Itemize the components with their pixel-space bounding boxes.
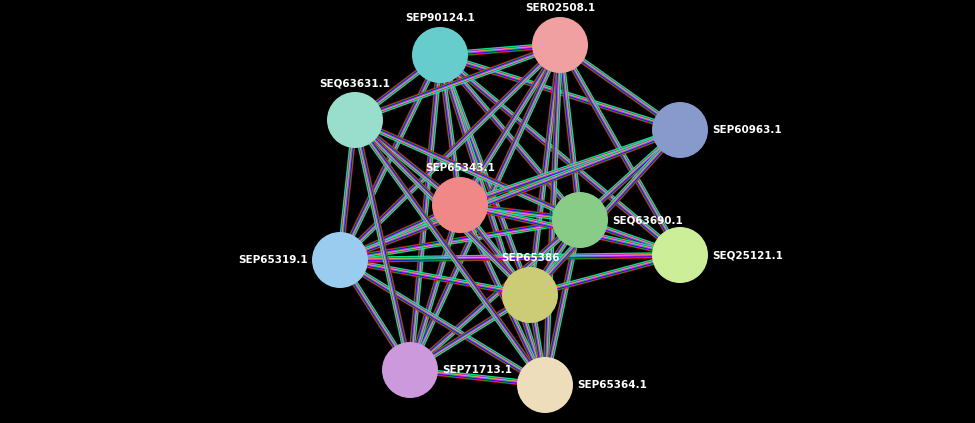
- Text: SEP65386: SEP65386: [501, 253, 560, 263]
- Circle shape: [652, 102, 708, 158]
- Text: SEP60963.1: SEP60963.1: [712, 125, 782, 135]
- Circle shape: [652, 227, 708, 283]
- Circle shape: [412, 27, 468, 83]
- Circle shape: [432, 177, 488, 233]
- Text: SEQ63631.1: SEQ63631.1: [320, 78, 390, 88]
- Circle shape: [502, 267, 558, 323]
- Text: SEP90124.1: SEP90124.1: [406, 13, 475, 23]
- Text: SEP71713.1: SEP71713.1: [442, 365, 512, 375]
- Text: SEP65319.1: SEP65319.1: [238, 255, 308, 265]
- Text: SEP65364.1: SEP65364.1: [577, 380, 646, 390]
- Circle shape: [382, 342, 438, 398]
- Text: SEQ63690.1: SEQ63690.1: [612, 215, 682, 225]
- Text: SEP65343.1: SEP65343.1: [425, 163, 495, 173]
- Circle shape: [312, 232, 368, 288]
- Text: SEQ25121.1: SEQ25121.1: [712, 250, 783, 260]
- Circle shape: [327, 92, 383, 148]
- Circle shape: [552, 192, 608, 248]
- Circle shape: [517, 357, 573, 413]
- Text: SER02508.1: SER02508.1: [525, 3, 595, 13]
- Circle shape: [532, 17, 588, 73]
